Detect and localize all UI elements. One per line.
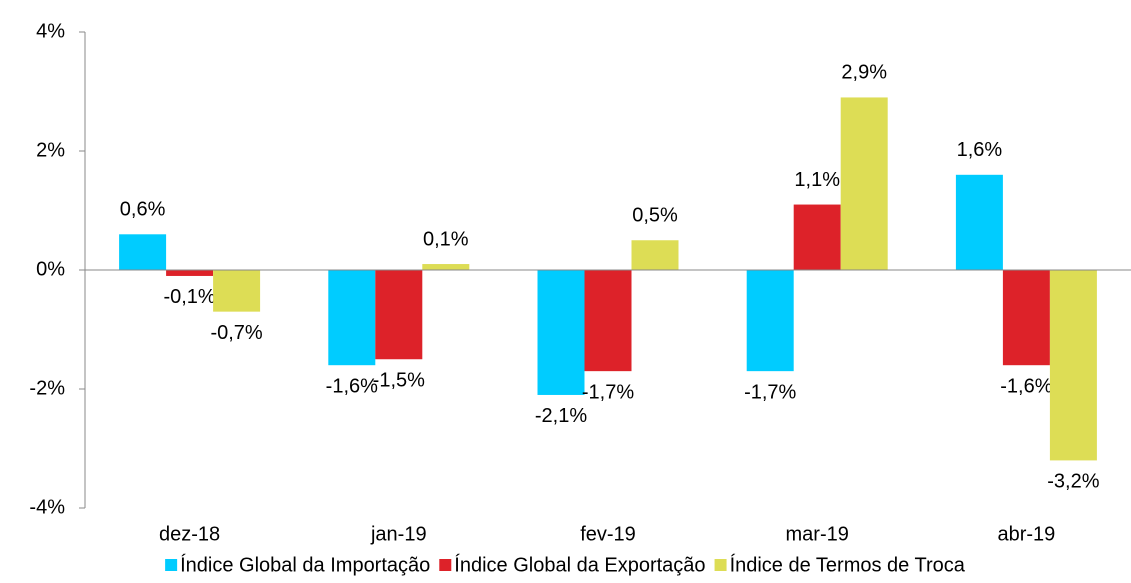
y-tick-label: 2% xyxy=(36,139,65,161)
value-label: -1,5% xyxy=(373,370,425,392)
value-label: 0,6% xyxy=(120,199,166,221)
x-tick-label: mar-19 xyxy=(786,523,849,545)
bar xyxy=(119,234,167,270)
y-tick-label: 4% xyxy=(36,20,65,42)
value-label: 1,6% xyxy=(957,139,1003,161)
x-tick-label: jan-19 xyxy=(370,523,427,545)
legend-swatch xyxy=(714,559,727,571)
y-tick-label: 0% xyxy=(36,258,65,280)
value-label: 0,1% xyxy=(423,228,469,250)
bar xyxy=(537,270,585,395)
y-tick-label: -4% xyxy=(29,496,65,518)
value-label: 1,1% xyxy=(794,169,840,191)
bar xyxy=(631,240,679,270)
value-label: -0,7% xyxy=(210,322,262,344)
bar xyxy=(375,270,423,360)
bar xyxy=(1049,270,1097,461)
value-label: -2,1% xyxy=(535,405,587,427)
legend-label: Índice de Termos de Troca xyxy=(730,553,966,576)
value-label: 2,9% xyxy=(841,62,887,84)
bar xyxy=(746,270,794,372)
x-tick-label: abr-19 xyxy=(997,523,1055,545)
legend-label: Índice Global da Exportação xyxy=(454,553,705,576)
legend-swatch xyxy=(165,559,178,571)
value-label: -3,2% xyxy=(1047,471,1099,493)
legend-label: Índice Global da Importação xyxy=(180,553,430,576)
x-tick-label: fev-19 xyxy=(580,523,636,545)
bar xyxy=(1002,270,1050,366)
bar xyxy=(328,270,376,366)
bar xyxy=(166,270,214,276)
value-label: -1,6% xyxy=(1000,375,1052,397)
value-label: 0,5% xyxy=(632,205,678,227)
value-label: -1,7% xyxy=(582,381,634,403)
bar xyxy=(840,97,888,270)
legend-swatch xyxy=(439,559,452,571)
value-label: -1,6% xyxy=(326,375,378,397)
value-label: -0,1% xyxy=(163,286,215,308)
bar xyxy=(422,264,470,270)
y-tick-label: -2% xyxy=(29,377,65,399)
x-tick-label: dez-18 xyxy=(159,523,220,545)
bar xyxy=(955,174,1003,270)
value-label: -1,7% xyxy=(744,381,796,403)
bar xyxy=(793,204,841,270)
bar xyxy=(584,270,632,372)
bar xyxy=(213,270,261,312)
